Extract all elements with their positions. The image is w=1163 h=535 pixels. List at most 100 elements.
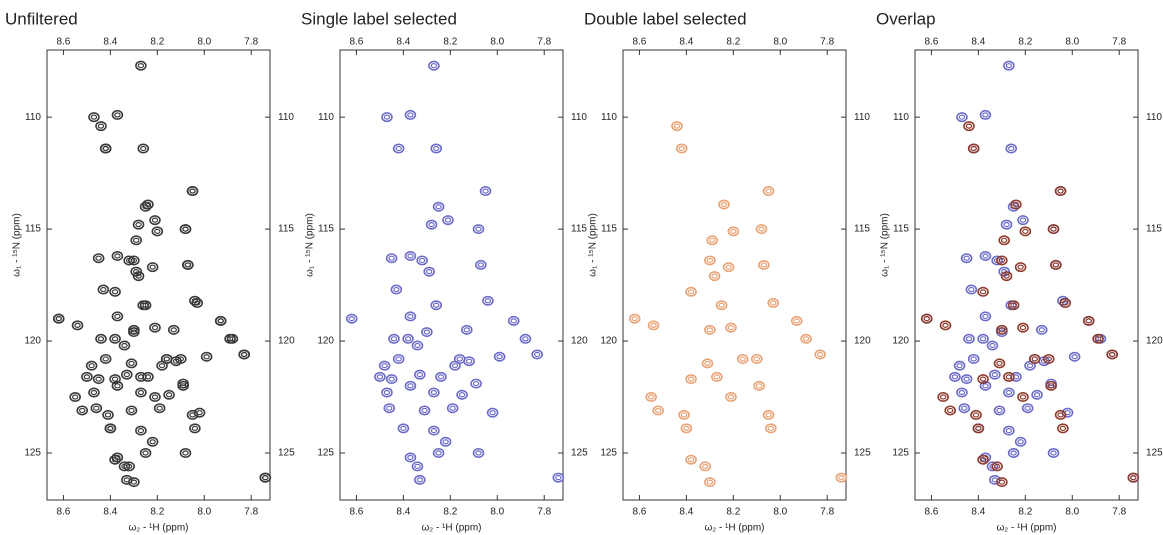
- y-tick-label: 115: [278, 224, 294, 235]
- peak: [699, 461, 711, 472]
- peak: [519, 333, 532, 344]
- peak-contour: [965, 284, 978, 295]
- peak-contour: [224, 333, 236, 344]
- peak-contour: [1017, 322, 1029, 333]
- peak-contour: [114, 253, 121, 259]
- peak: [125, 405, 138, 416]
- peak-contour: [177, 380, 189, 391]
- peak: [977, 286, 989, 297]
- peak-contour: [1005, 143, 1018, 154]
- peak: [392, 143, 405, 154]
- peak-contour: [449, 360, 461, 371]
- peak: [135, 425, 147, 436]
- peak-contour: [1031, 356, 1038, 362]
- peak-contour: [1024, 405, 1031, 411]
- peak-contour: [151, 217, 159, 223]
- peak: [418, 405, 431, 416]
- peak-contour: [71, 320, 84, 331]
- peak-contour: [414, 474, 426, 485]
- peak: [111, 380, 124, 391]
- peak-contour: [92, 374, 105, 385]
- peak-contour: [1003, 425, 1015, 436]
- peak-contour: [767, 297, 780, 308]
- peak-contour: [968, 286, 975, 293]
- peak-contour: [965, 336, 973, 342]
- peak-contour: [1000, 219, 1013, 230]
- peak-contour: [142, 302, 149, 308]
- peak: [628, 313, 641, 324]
- peak-contour: [1092, 333, 1104, 344]
- peak-contour: [800, 333, 812, 344]
- peak-contour: [493, 351, 506, 362]
- peak-contour: [835, 472, 848, 483]
- peak: [95, 333, 107, 344]
- peak-contour: [722, 262, 735, 273]
- peak-contour: [920, 313, 933, 324]
- peak-contour: [416, 255, 428, 266]
- x-tick-label: 8.2: [726, 37, 740, 48]
- peak-contour: [428, 222, 435, 228]
- peak: [99, 353, 112, 364]
- peak-contour: [631, 316, 638, 322]
- peak: [736, 353, 749, 364]
- peak-contour: [472, 224, 485, 235]
- peak: [996, 477, 1008, 488]
- peak: [939, 320, 952, 331]
- peak: [214, 315, 227, 326]
- peak: [456, 389, 468, 400]
- peak-contour: [388, 333, 400, 344]
- peak-contour: [93, 405, 100, 411]
- peak-contour: [1062, 300, 1069, 306]
- peak-contour: [750, 353, 763, 364]
- x-tick-label: 8.6: [349, 507, 363, 518]
- peak-contour: [142, 450, 149, 456]
- peak: [704, 324, 716, 335]
- peak-contour: [972, 412, 980, 418]
- peak-contour: [189, 412, 196, 418]
- peak-contour: [123, 255, 135, 266]
- y-tick-label: 125: [24, 448, 41, 459]
- peak: [135, 371, 147, 382]
- peak-contour: [81, 371, 93, 382]
- peak-contour: [979, 109, 992, 120]
- peak: [486, 407, 499, 418]
- peak-contour: [996, 324, 1008, 335]
- peak: [390, 284, 403, 295]
- peak-contour: [426, 269, 433, 275]
- peak: [1000, 219, 1013, 230]
- peak: [1068, 351, 1081, 362]
- peak: [996, 255, 1008, 266]
- y-tick-label: 125: [278, 448, 295, 459]
- panel-title: Unfiltered: [5, 9, 78, 28]
- peak-contour: [970, 409, 982, 420]
- peak-contour: [1035, 324, 1048, 335]
- peak-contour: [970, 356, 977, 362]
- peak-contour: [1045, 356, 1053, 362]
- y-tick-label: 125: [1146, 448, 1163, 459]
- peak-contour: [385, 253, 398, 264]
- peak-contour: [456, 356, 463, 362]
- peak: [1017, 392, 1029, 403]
- peak: [1092, 333, 1104, 344]
- peak-contour: [944, 405, 957, 416]
- y-tick-label: 110: [854, 112, 870, 123]
- peak: [1003, 425, 1015, 436]
- peak-contour: [442, 439, 449, 445]
- peak-contour: [407, 313, 414, 320]
- peak-contour: [991, 255, 1003, 266]
- x-tick-label: 7.8: [244, 507, 258, 518]
- peak-contour: [753, 380, 765, 391]
- peak-contour: [167, 324, 180, 335]
- peak-contour: [128, 255, 140, 266]
- peak: [385, 253, 398, 264]
- peak-contour: [114, 313, 121, 320]
- peak-contour: [107, 425, 114, 431]
- peak-contour: [982, 253, 989, 259]
- peak: [1054, 186, 1067, 197]
- x-tick-label: 8.6: [56, 37, 70, 48]
- peak-contour: [706, 327, 714, 333]
- peak: [680, 423, 693, 434]
- peak: [963, 333, 975, 344]
- peak-contour: [713, 374, 721, 380]
- peak-contour: [939, 394, 947, 400]
